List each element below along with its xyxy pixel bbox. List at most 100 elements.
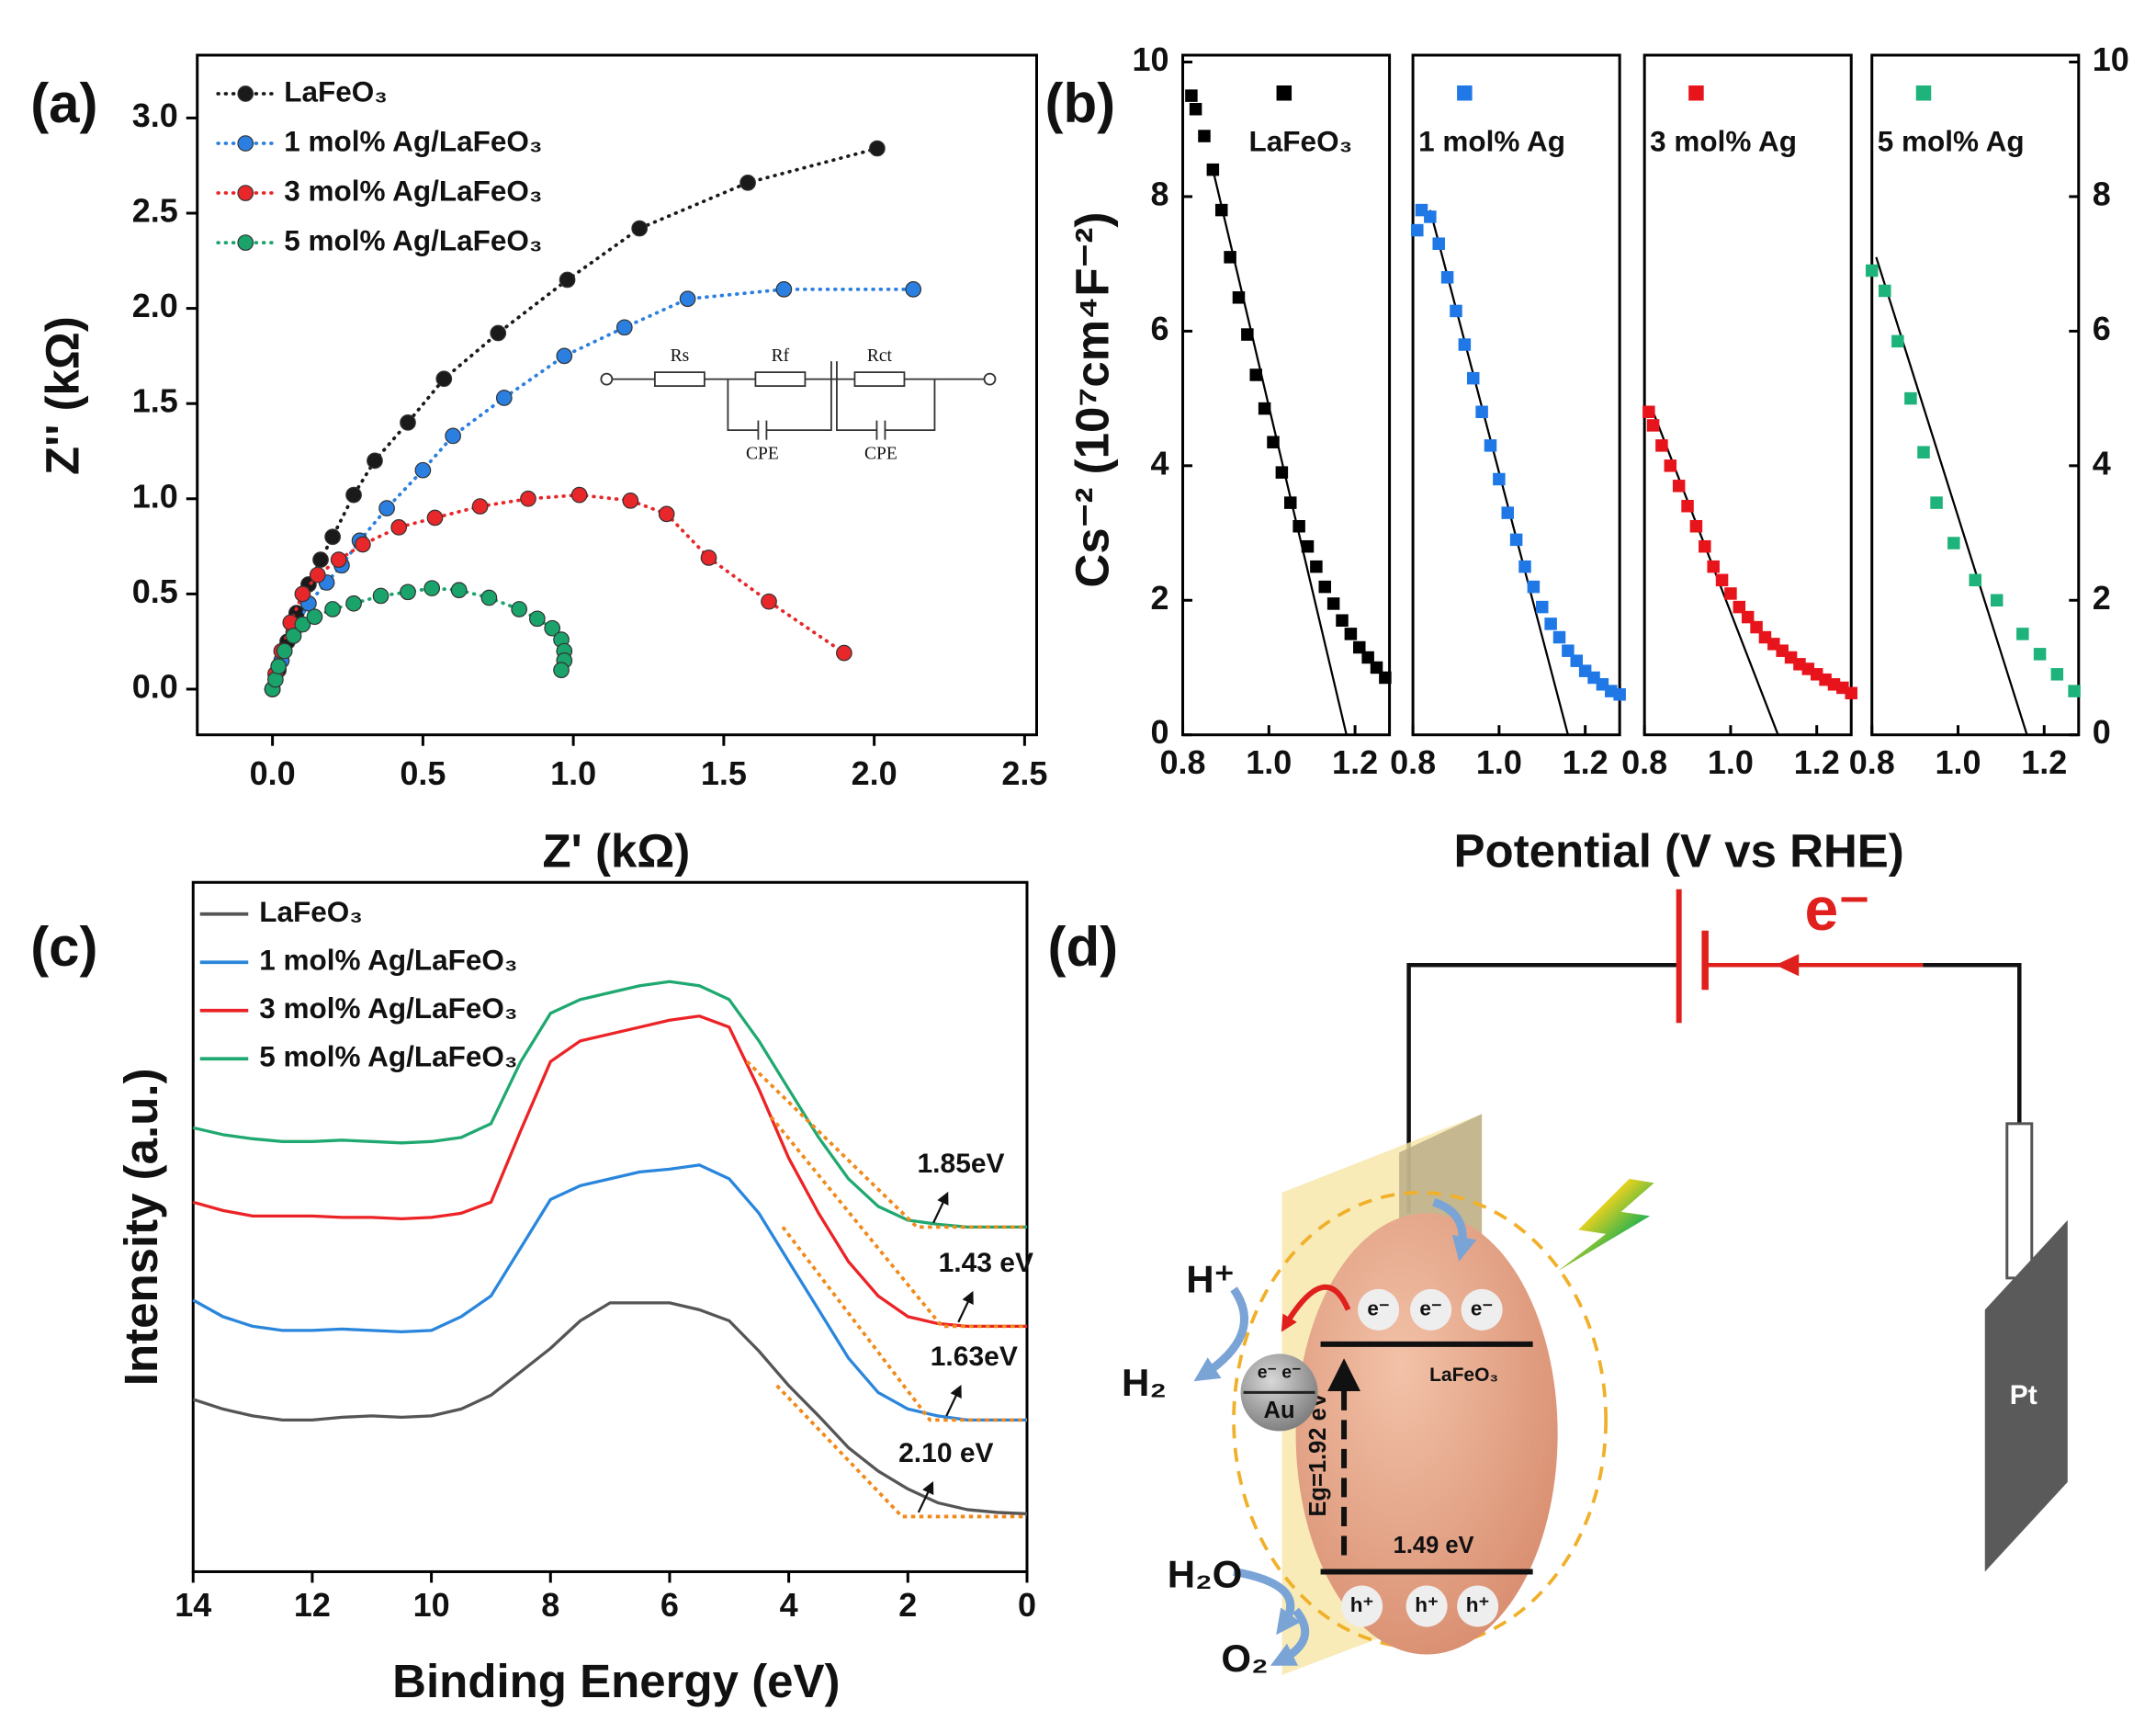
x-tick-label: 0.5	[400, 754, 446, 792]
circuit-wire	[1923, 963, 2022, 1124]
electron-label: e⁻	[1471, 1297, 1494, 1320]
data-point	[1458, 338, 1472, 351]
x-tick-label: 1.2	[1563, 743, 1609, 781]
data-point	[739, 174, 756, 191]
spectrum-line	[192, 1301, 1028, 1516]
y-axis-label: Cs⁻² (10⁷cm⁴F⁻²)	[1066, 212, 1118, 588]
y2-tick-label: 10	[2093, 40, 2129, 78]
data-point	[1518, 560, 1531, 573]
data-point	[1466, 371, 1480, 385]
legend-label: LaFeO₃	[1249, 124, 1353, 157]
data-point	[1917, 446, 1930, 459]
data-point	[1267, 436, 1280, 448]
circuit-wire	[830, 361, 838, 379]
inset-label: Rf	[772, 346, 790, 366]
data-point	[1990, 594, 2004, 607]
au-electron-label: e⁻ e⁻	[1258, 1363, 1302, 1383]
data-point	[1681, 500, 1694, 513]
data-point	[556, 347, 573, 365]
gap-arrow	[932, 1191, 949, 1224]
x-tick-label: 0.8	[1390, 743, 1436, 781]
data-point	[414, 461, 432, 479]
y-tick-label: 6	[1150, 310, 1168, 347]
capacitor-branch	[727, 379, 832, 440]
panel-frame	[1181, 53, 1392, 737]
y-tick-label: 0	[1150, 713, 1168, 751]
gap-arrow	[957, 1290, 974, 1323]
data-point	[1562, 644, 1575, 657]
current-arrow	[1775, 954, 1800, 977]
data-point	[1741, 610, 1755, 624]
data-point	[276, 642, 293, 660]
data-point	[495, 390, 513, 406]
data-point	[480, 589, 498, 606]
data-point	[1930, 496, 1943, 509]
x-tick-label: 14	[175, 1586, 211, 1624]
x-tick-label: 2.5	[1001, 754, 1047, 792]
data-point	[1432, 237, 1445, 250]
data-point	[1224, 251, 1236, 264]
reduction-arrow	[1193, 1286, 1249, 1382]
data-point	[1484, 439, 1497, 452]
light-bolt	[1557, 1178, 1654, 1272]
inset-label: Rct	[867, 346, 893, 366]
y-tick-label: 1.0	[132, 477, 178, 515]
electron-label: e⁻	[1367, 1297, 1390, 1320]
y2-tick-label: 0	[2093, 713, 2111, 751]
light-arrow	[1432, 1198, 1477, 1262]
electron	[1461, 1288, 1503, 1331]
data-point	[1232, 291, 1246, 304]
data-point	[836, 644, 852, 662]
data-point	[1318, 580, 1332, 594]
data-point	[1370, 661, 1383, 674]
y-tick-label: 0.5	[132, 572, 178, 610]
x-tick-label: 1.0	[1246, 743, 1292, 781]
equivalent-circuit	[600, 361, 997, 440]
series-line	[270, 493, 846, 691]
data-point	[1724, 587, 1737, 600]
data-point	[450, 582, 468, 599]
oxygen-label: O₂	[1221, 1637, 1268, 1680]
x-tick-label: 12	[294, 1586, 331, 1624]
data-point	[1283, 496, 1297, 509]
hydrogen-label: H₂	[1122, 1361, 1167, 1404]
x-tick-label: 4	[780, 1586, 798, 1624]
resistor	[853, 371, 906, 388]
gap-label: 2.10 eV	[898, 1438, 993, 1468]
data-point	[1891, 334, 1904, 348]
electron-label: e⁻	[1419, 1297, 1442, 1320]
data-point	[679, 290, 696, 308]
y-axis-label: Intensity (a.u.)	[115, 1069, 167, 1387]
data-point	[1292, 519, 1305, 533]
hole-label: h⁺	[1350, 1593, 1374, 1616]
electron-transfer-arrow	[1281, 1284, 1351, 1332]
data-point	[471, 498, 489, 515]
y-tick-label: 2	[1150, 579, 1168, 617]
data-point	[345, 486, 362, 504]
data-point	[1845, 686, 1857, 700]
data-point	[559, 271, 576, 289]
data-point	[775, 281, 793, 298]
x-tick-label: 0	[1018, 1586, 1036, 1624]
data-point	[511, 601, 528, 617]
data-point	[1552, 630, 1566, 644]
panel-label: (d)	[1047, 916, 1118, 978]
data-point	[631, 220, 649, 237]
data-point	[372, 587, 389, 605]
data-point	[1733, 600, 1746, 614]
y2-tick-label: 6	[2093, 310, 2111, 347]
data-point	[1475, 405, 1488, 419]
data-point	[1664, 459, 1677, 472]
pt-plate	[1984, 1219, 2068, 1572]
x-tick-label: 0.8	[1160, 743, 1206, 781]
x-axis-label: Potential (V vs RHE)	[1454, 825, 1904, 878]
legend-label: 5 mol% Ag/LaFeO₃	[284, 223, 542, 256]
x-tick-label: 1.2	[1332, 743, 1378, 781]
data-point	[1570, 654, 1584, 667]
data-point	[1750, 620, 1763, 634]
data-point	[1301, 539, 1315, 553]
legend-marker	[237, 185, 254, 201]
spectrum-line	[192, 1163, 1027, 1422]
legend-label: 1 mol% Ag/LaFeO₃	[259, 944, 517, 977]
